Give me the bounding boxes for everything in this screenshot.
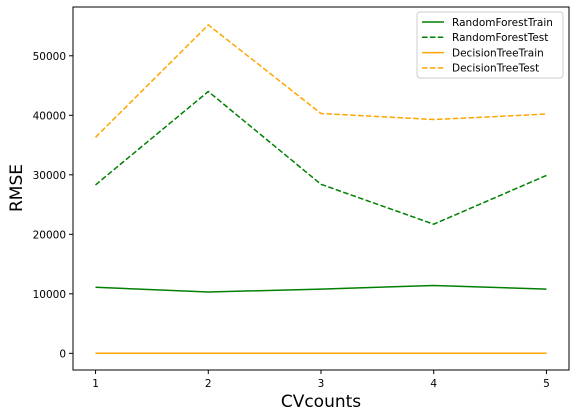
x-tick-label: 2 bbox=[205, 378, 212, 390]
y-tick-label: 10000 bbox=[33, 289, 66, 301]
y-tick-label: 50000 bbox=[33, 51, 66, 63]
y-tick-label: 20000 bbox=[33, 229, 66, 241]
series-line-RandomForestTrain bbox=[95, 284, 547, 293]
x-tick-label: 4 bbox=[430, 378, 437, 390]
legend-label: RandomForestTest bbox=[452, 32, 548, 44]
series-layer bbox=[94, 24, 547, 355]
legend-box bbox=[416, 11, 564, 79]
series-line-RandomForestTest bbox=[95, 90, 547, 225]
series-line-DecisionTreeTest bbox=[94, 24, 547, 138]
x-tick-label: 5 bbox=[543, 378, 550, 390]
y-tick-label: 40000 bbox=[33, 110, 66, 122]
x-axis-label: CVcounts bbox=[281, 392, 361, 412]
y-tick-label: 30000 bbox=[33, 170, 66, 182]
legend-label: DecisionTreeTrain bbox=[452, 47, 544, 59]
legend-label: DecisionTreeTest bbox=[452, 63, 539, 75]
y-axis-label: RMSE bbox=[7, 164, 27, 212]
x-tick-label: 1 bbox=[92, 378, 99, 390]
y-tick-label: 0 bbox=[59, 348, 66, 360]
legend: RandomForestTrain RandomForestTest Decisio… bbox=[416, 11, 564, 79]
axes-layer: 1 2 3 4 5 0 10000 20000 30000 40000 50000 bbox=[33, 51, 550, 390]
plot-frame bbox=[72, 6, 570, 371]
legend-label: RandomForestTrain bbox=[452, 17, 553, 29]
x-tick-label: 3 bbox=[318, 378, 325, 390]
